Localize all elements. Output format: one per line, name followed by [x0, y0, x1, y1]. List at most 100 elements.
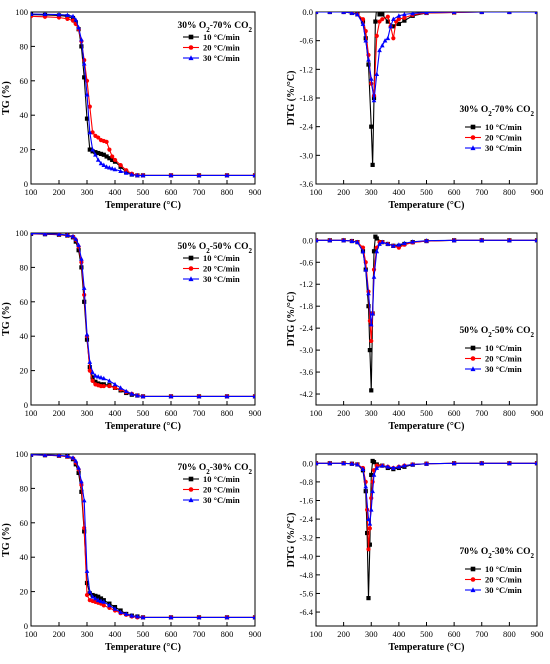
data-point [371, 472, 377, 477]
x-tick-label: 900 [531, 629, 544, 639]
y-tick-label: -2.4 [300, 514, 314, 524]
data-point [366, 57, 371, 62]
data-point [402, 463, 407, 468]
legend-marker [470, 366, 476, 372]
data-point [70, 233, 76, 239]
data-point [87, 129, 93, 135]
data-point [327, 12, 333, 14]
x-tick-label: 200 [53, 187, 66, 197]
data-point [377, 241, 382, 246]
y-tick-label: 20 [20, 587, 29, 597]
x-tick-label: 500 [137, 408, 150, 418]
data-point [140, 614, 146, 620]
legend-marker [188, 276, 194, 282]
plot-area [31, 454, 255, 620]
legend-label: 20 °C/min [485, 575, 522, 585]
data-point [107, 156, 112, 161]
data-point [380, 17, 385, 22]
legend-label: 10 °C/min [203, 474, 240, 484]
data-point [374, 33, 379, 38]
y-tick-label: -2.4 [300, 122, 314, 132]
data-point [424, 238, 429, 243]
y-axis-label: DTG (%/°C) [286, 71, 297, 126]
data-point [87, 104, 92, 109]
x-tick-label: 700 [475, 408, 488, 418]
data-point [107, 602, 112, 608]
data-point [379, 463, 385, 468]
data-point [140, 172, 146, 178]
x-tick-label: 300 [81, 629, 94, 639]
plot-area [316, 12, 537, 167]
data-point [93, 595, 98, 601]
legend-marker [470, 577, 476, 582]
data-point [365, 530, 370, 536]
y-tick-label: -0.8 [300, 477, 313, 487]
data-point [371, 97, 377, 103]
data-point [82, 75, 87, 80]
legend-marker [188, 34, 194, 40]
data-point [90, 375, 95, 380]
legend-label: 10 °C/min [485, 122, 522, 132]
data-point [374, 465, 380, 470]
data-point [366, 516, 371, 521]
data-point [534, 12, 537, 14]
x-axis-label: Temperature (°C) [105, 642, 181, 653]
data-point [396, 464, 402, 469]
data-point [391, 243, 396, 248]
data-point [123, 170, 129, 175]
y-tick-label: -1.2 [300, 64, 313, 74]
x-tick-label: 100 [25, 187, 38, 197]
data-point [385, 19, 390, 24]
data-point [76, 242, 81, 247]
data-point [96, 135, 101, 140]
y-tick-label: 0.0 [302, 7, 313, 17]
data-point [373, 19, 378, 24]
data-point [81, 285, 87, 290]
legend-marker [188, 266, 194, 271]
x-tick-label: 800 [221, 408, 234, 418]
data-point [123, 388, 129, 394]
data-point [479, 12, 485, 14]
data-point [98, 598, 104, 603]
data-point [196, 614, 202, 620]
data-point [367, 348, 372, 353]
x-tick-label: 600 [165, 408, 178, 418]
y-tick-label: -1.6 [300, 495, 313, 505]
data-point [31, 454, 34, 457]
data-point [369, 472, 374, 478]
x-tick-label: 400 [109, 408, 122, 418]
x-tick-label: 700 [475, 629, 488, 639]
y-tick-label: 0 [24, 179, 28, 189]
data-point [360, 17, 366, 22]
legend-label: 30 °C/min [485, 585, 522, 595]
x-tick-label: 900 [531, 408, 544, 418]
data-point [98, 374, 104, 380]
x-tick-label: 600 [448, 629, 461, 639]
data-point [76, 470, 81, 476]
y-tick-label: -3.0 [300, 150, 313, 160]
data-point [410, 461, 415, 467]
data-point [366, 62, 371, 67]
data-point [385, 35, 391, 41]
legend-label: 20 °C/min [203, 485, 240, 495]
data-point [96, 594, 101, 599]
data-point [129, 172, 135, 177]
gas-annotation: 50% O2-50% CO2 [459, 326, 534, 339]
x-tick-label: 100 [310, 187, 323, 197]
data-point [73, 236, 79, 241]
gas-annotation: 30% O2-70% CO2 [177, 21, 252, 34]
data-point [363, 38, 369, 43]
data-point [110, 157, 115, 163]
data-point [168, 614, 174, 620]
y-tick-label: 100 [15, 449, 28, 459]
data-point [327, 460, 333, 466]
data-point [355, 461, 360, 467]
data-point [382, 38, 388, 43]
legend-marker [470, 345, 476, 351]
data-point [65, 12, 70, 17]
legend-label: 30 °C/min [485, 364, 522, 374]
data-point [366, 290, 371, 296]
chart-panel-5: 100 200 300 400 500 600 700 800 900 0 20 40 60 80 100 T… [1, 449, 261, 653]
